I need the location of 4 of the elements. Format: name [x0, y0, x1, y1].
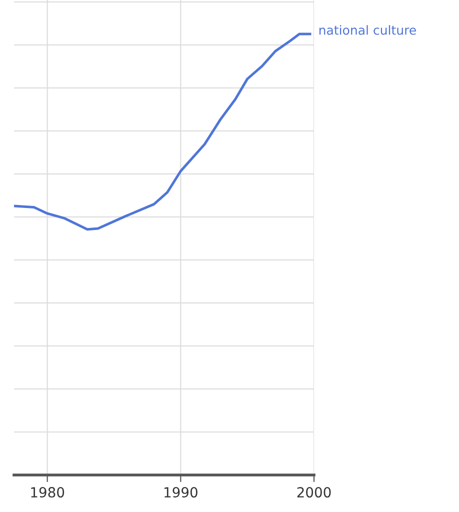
- x-tick-label: 1980: [31, 487, 64, 498]
- series-label: national culture: [319, 25, 416, 35]
- x-tick-label: 1990: [164, 487, 198, 498]
- x-tick-label: 2000: [297, 487, 331, 498]
